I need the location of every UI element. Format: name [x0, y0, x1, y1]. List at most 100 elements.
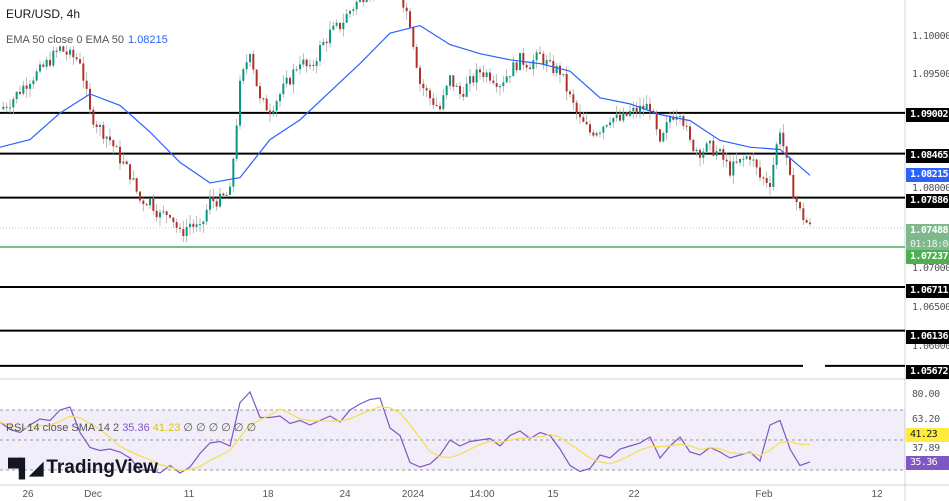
candle: [555, 65, 558, 74]
candle: [202, 221, 205, 225]
price-tick: 1.08000: [912, 183, 949, 194]
candle: [302, 59, 305, 65]
candle: [269, 110, 271, 115]
candle: [72, 49, 75, 58]
candle: [449, 75, 451, 86]
candle: [445, 85, 448, 96]
candle: [315, 61, 318, 66]
candle: [809, 222, 811, 225]
candle: [735, 161, 738, 163]
candle: [319, 45, 321, 62]
candle: [632, 107, 635, 112]
candle: [339, 22, 341, 30]
candle: [649, 103, 651, 111]
candle: [585, 121, 588, 125]
candle: [265, 98, 268, 111]
rsi-legend[interactable]: RSI 14 close SMA 14 2 35.36 41.23 ∅ ∅ ∅ …: [6, 421, 256, 434]
candle: [759, 167, 761, 178]
candle: [175, 222, 178, 228]
candle: [529, 67, 531, 70]
candle: [635, 107, 638, 113]
time-tick: Feb: [755, 489, 773, 500]
candle: [485, 72, 488, 77]
candle: [592, 132, 595, 136]
time-tick: Dec: [84, 489, 102, 500]
candle: [325, 41, 328, 44]
candle: [479, 69, 481, 73]
candle: [472, 76, 475, 83]
time-tick: 18: [262, 489, 274, 500]
candle: [495, 83, 498, 87]
candle: [365, 0, 368, 3]
candle: [419, 67, 421, 84]
candle: [139, 191, 141, 201]
candle: [135, 178, 138, 192]
candle: [99, 124, 101, 128]
ema-legend-value: 1.08215: [128, 34, 168, 46]
candle: [189, 223, 191, 228]
candle: [119, 146, 121, 164]
level-tag: 1.09002: [906, 108, 949, 122]
tradingview-logo[interactable]: ▀▌◢ TradingView: [8, 457, 158, 479]
candle: [422, 83, 425, 89]
candle: [35, 71, 38, 81]
candle: [92, 109, 95, 125]
candle: [559, 65, 561, 75]
candle: [112, 140, 115, 147]
candle: [622, 112, 625, 121]
candle: [105, 136, 108, 139]
candle: [12, 99, 15, 108]
candle: [232, 158, 235, 187]
last-price-tag: 1.07488 01:18:04: [906, 224, 949, 252]
candle: [359, 0, 361, 2]
price-tick: 1.09500: [912, 69, 949, 80]
candle: [662, 132, 665, 142]
symbol-title[interactable]: EUR/USD, 4h: [6, 7, 81, 21]
candle: [645, 103, 648, 110]
candle: [695, 149, 698, 152]
candle: [159, 212, 161, 218]
candle: [289, 77, 291, 85]
candle: [522, 52, 525, 65]
candle: [705, 143, 708, 152]
candle: [582, 117, 585, 122]
candle: [125, 161, 128, 165]
candle: [505, 76, 508, 83]
ema-price-tag: 1.08215: [906, 168, 949, 182]
rsi-legend-extra: ∅ ∅ ∅ ∅ ∅ ∅: [183, 422, 257, 434]
candle: [215, 201, 218, 207]
candle: [275, 101, 278, 111]
candle: [605, 125, 608, 127]
candle: [442, 95, 445, 110]
candle: [179, 227, 181, 230]
candle: [272, 110, 275, 115]
rsi-tick: 63.20: [912, 414, 940, 425]
candle: [165, 211, 168, 215]
ema-legend[interactable]: EMA 50 close 0 EMA 50 1.08215: [6, 34, 168, 46]
candle: [409, 11, 411, 28]
candle: [535, 52, 538, 61]
time-tick: 24: [339, 489, 351, 500]
candle: [739, 158, 741, 163]
candle: [122, 161, 125, 164]
rsi-legend-value: 35.36: [122, 422, 150, 434]
candle: [235, 125, 238, 159]
candle: [212, 196, 215, 202]
candle: [642, 105, 645, 110]
candle: [549, 60, 551, 62]
candle: [482, 72, 485, 77]
ema-line: [0, 24, 811, 184]
candle: [439, 105, 441, 110]
level-tag: 1.06711: [906, 284, 949, 298]
candle: [729, 161, 731, 176]
candle: [322, 41, 325, 46]
candle: [435, 104, 438, 106]
candle: [162, 211, 165, 213]
candle: [459, 85, 461, 95]
time-tick: 14:00: [469, 489, 495, 500]
candle: [79, 59, 81, 64]
time-tick: 11: [183, 489, 195, 500]
candle: [39, 64, 41, 72]
candle: [432, 98, 435, 105]
